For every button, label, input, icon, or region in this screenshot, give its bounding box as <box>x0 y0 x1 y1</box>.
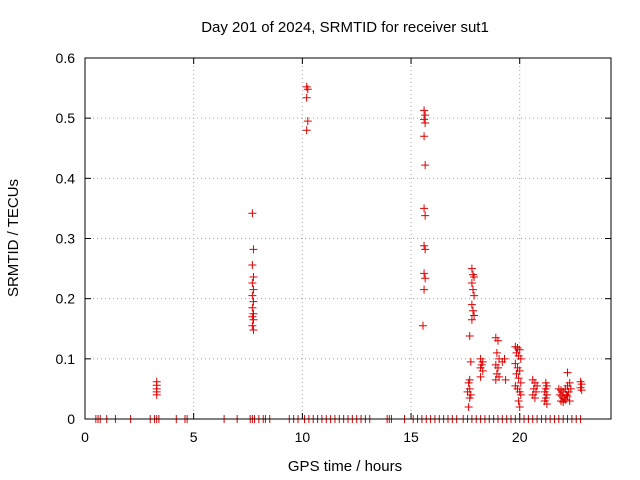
data-point <box>466 357 475 366</box>
data-point <box>476 372 485 381</box>
data-point <box>249 273 258 282</box>
data-point <box>420 132 429 141</box>
data-point <box>464 402 473 411</box>
data-point <box>421 161 430 170</box>
data-point <box>478 366 487 375</box>
data-point <box>513 344 522 353</box>
x-tick-label: 5 <box>190 429 198 445</box>
data-point <box>468 285 477 294</box>
data-point <box>420 204 429 213</box>
y-tick-label: 0.2 <box>56 291 76 307</box>
data-point <box>501 375 510 384</box>
data-point <box>421 211 430 220</box>
chart-title: Day 201 of 2024, SRMTID for receiver sut… <box>201 19 489 36</box>
data-point <box>514 374 523 383</box>
data-point <box>248 260 257 269</box>
data-point <box>565 396 574 405</box>
data-point <box>248 321 257 330</box>
data-point <box>421 118 430 127</box>
data-point <box>302 93 311 102</box>
data-point <box>542 399 551 408</box>
data-point <box>302 126 311 135</box>
y-tick-label: 0.4 <box>56 170 76 186</box>
data-point <box>421 245 430 254</box>
data-point <box>516 378 525 387</box>
data-point <box>465 331 474 340</box>
data-point <box>248 209 257 218</box>
data-point <box>421 111 430 120</box>
data-points <box>91 82 586 423</box>
data-point <box>470 273 479 282</box>
x-tick-label: 15 <box>403 429 419 445</box>
x-axis-label: GPS time / hours <box>288 458 402 475</box>
data-point <box>491 375 500 384</box>
data-point <box>557 386 566 395</box>
data-point <box>467 300 476 309</box>
y-tick-label: 0.6 <box>56 50 76 66</box>
data-point <box>303 85 312 94</box>
x-tick-label: 10 <box>295 429 311 445</box>
data-point <box>420 285 429 294</box>
x-tick-label: 0 <box>81 429 89 445</box>
data-point <box>577 386 586 395</box>
data-point <box>418 321 427 330</box>
data-point <box>421 274 430 283</box>
data-point <box>470 291 479 300</box>
data-point <box>303 117 312 126</box>
data-point <box>467 279 476 288</box>
y-tick-label: 0 <box>67 411 75 427</box>
grid <box>85 58 611 419</box>
data-point <box>566 384 575 393</box>
axis-ticks: 0 0.1 0.2 0.3 0.4 0.5 0.6 0 5 10 15 20 <box>56 50 611 445</box>
data-point <box>249 297 258 306</box>
data-point <box>420 241 429 250</box>
data-point <box>249 325 258 334</box>
x-tick-label: 20 <box>512 429 528 445</box>
data-point <box>493 336 502 345</box>
data-point <box>152 390 161 399</box>
data-point <box>249 315 258 324</box>
data-point <box>516 354 525 363</box>
data-point <box>516 390 525 399</box>
data-point <box>512 369 521 378</box>
data-point <box>565 378 574 387</box>
data-point <box>249 285 258 294</box>
plot-frame <box>84 57 612 420</box>
data-point <box>464 378 473 387</box>
data-point <box>465 393 474 402</box>
data-point <box>514 396 523 405</box>
data-point <box>563 392 572 401</box>
data-point <box>515 402 524 411</box>
data-point <box>468 306 477 315</box>
data-point <box>467 264 476 273</box>
data-point <box>420 106 429 115</box>
data-point <box>498 357 507 366</box>
y-tick-label: 0.3 <box>56 231 76 247</box>
data-point <box>563 368 572 377</box>
data-point <box>248 303 257 312</box>
data-point <box>530 393 539 402</box>
data-point <box>420 269 429 278</box>
y-tick-label: 0.1 <box>56 351 76 367</box>
data-point <box>248 279 257 288</box>
data-point <box>492 348 501 357</box>
data-point <box>249 245 258 254</box>
y-axis-label: SRMTID / TECUs <box>5 179 22 297</box>
data-point <box>493 363 502 372</box>
data-point <box>511 359 520 368</box>
data-point <box>470 311 479 320</box>
data-point <box>420 115 429 124</box>
y-tick-label: 0.5 <box>56 110 76 126</box>
data-point <box>467 315 476 324</box>
data-point <box>248 291 257 300</box>
